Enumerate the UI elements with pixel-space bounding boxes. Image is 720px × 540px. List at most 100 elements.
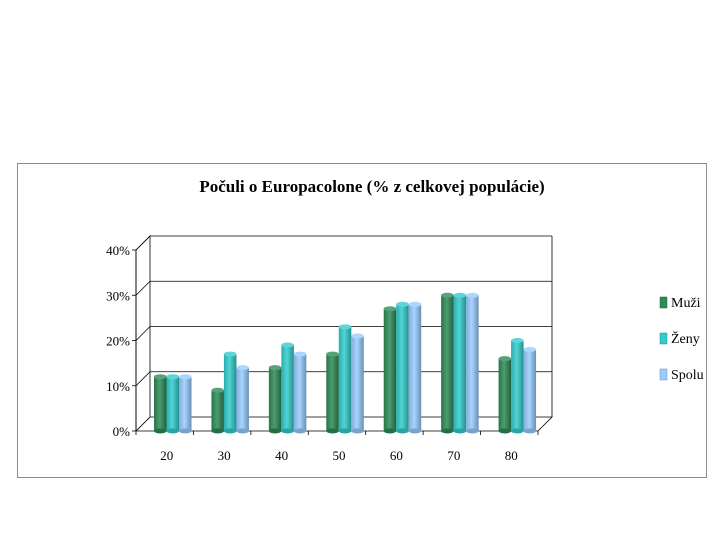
bar-base (396, 428, 409, 434)
bar-front (466, 295, 479, 431)
x-tick-label: 50 (333, 448, 346, 463)
bar-base (511, 428, 524, 434)
bar-base (351, 428, 364, 434)
x-tick-label: 70 (447, 448, 460, 463)
x-tick-label: 40 (275, 448, 288, 463)
chart-title: Počuli o Europacolone (% z celkovej popu… (199, 177, 544, 196)
bar-front (293, 354, 307, 431)
bar-top (441, 292, 454, 298)
bar (511, 338, 524, 434)
bar-base (466, 428, 479, 434)
bar-front (211, 390, 224, 431)
bar-top (453, 292, 467, 298)
bar-base (154, 428, 167, 434)
x-axis-ticks: 20 30 40 50 60 70 80 (135, 431, 539, 463)
bar-front (396, 304, 409, 431)
x-tick-label: 20 (160, 448, 173, 463)
bar-base (293, 428, 307, 434)
bar-top (396, 301, 409, 307)
bar-top (511, 338, 524, 343)
bar (338, 324, 352, 434)
bar-front (351, 335, 364, 431)
bar-base (453, 428, 467, 434)
bar (293, 351, 307, 434)
bar (223, 351, 237, 434)
bar (498, 356, 512, 434)
chart-frame: Počuli o Europacolone (% z celkovej popu… (17, 163, 707, 478)
bar-base (383, 428, 397, 434)
bar-front (383, 308, 397, 431)
bar-base (498, 428, 512, 434)
bar (166, 374, 179, 434)
bar-top (351, 333, 364, 339)
bar (281, 342, 294, 434)
bar-front (223, 354, 237, 431)
legend-item: Muži (659, 296, 701, 311)
y-axis-ticks: 0% 10% 20% 30% 40% (106, 243, 137, 439)
bar-front (408, 304, 422, 431)
bar-top (523, 347, 537, 353)
bar (236, 365, 249, 434)
x-tick-label: 30 (218, 448, 231, 463)
legend-item: Spolu (659, 368, 704, 383)
bar (211, 387, 224, 434)
bar-top (268, 365, 282, 371)
legend-label: Muži (671, 296, 701, 311)
bar-top (408, 301, 422, 307)
legend-swatch (659, 332, 668, 345)
bar-base (326, 428, 339, 434)
bar-front (154, 376, 167, 431)
bar-base (179, 428, 192, 434)
bar-top (338, 324, 352, 330)
bar-top (179, 374, 192, 380)
bar (383, 306, 397, 434)
bar-base (281, 428, 294, 434)
bar-base (523, 428, 537, 434)
bar-front (441, 295, 454, 431)
bar-top (383, 306, 397, 312)
chart-svg: Počuli o Europacolone (% z celkovej popu… (106, 177, 704, 463)
bar (466, 292, 479, 434)
bar-top (466, 292, 479, 298)
gridline-side (135, 371, 151, 387)
x-tick-label: 60 (390, 448, 403, 463)
bar (268, 365, 282, 434)
bar (154, 374, 167, 434)
bar-top (166, 374, 179, 380)
y-tick-label: 10% (106, 379, 130, 394)
legend-label: Spolu (671, 368, 704, 383)
bar-front (268, 367, 282, 431)
bar (441, 292, 454, 434)
bar-base (223, 428, 237, 434)
bar-top (223, 351, 237, 357)
y-tick-label: 40% (106, 243, 130, 258)
bar-base (166, 428, 179, 434)
bar-top (154, 374, 167, 380)
bar-front (338, 326, 352, 431)
x-tick-label: 80 (505, 448, 518, 463)
bar-top (211, 387, 224, 393)
bar (326, 351, 339, 434)
bar-front (166, 376, 179, 431)
bar (453, 292, 467, 434)
legend-item: Ženy (659, 330, 700, 347)
gridline-side (135, 326, 151, 341)
bar-front (498, 358, 512, 431)
legend-swatch (659, 296, 668, 309)
bar (408, 301, 422, 434)
bar-base (338, 428, 352, 434)
y-tick-label: 30% (106, 288, 130, 303)
bar-front (179, 376, 192, 431)
bar-front (236, 367, 249, 431)
bar-base (236, 428, 249, 434)
bar-front (453, 295, 467, 431)
bar (523, 347, 537, 434)
legend-swatch (659, 368, 668, 381)
y-tick-label: 0% (113, 424, 131, 439)
y-tick-label: 20% (106, 334, 130, 349)
bar-top (498, 356, 512, 362)
bar-base (268, 428, 282, 434)
legend: Muži Ženy Spolu (659, 296, 704, 383)
bar (179, 374, 192, 434)
bar-top (326, 351, 339, 357)
